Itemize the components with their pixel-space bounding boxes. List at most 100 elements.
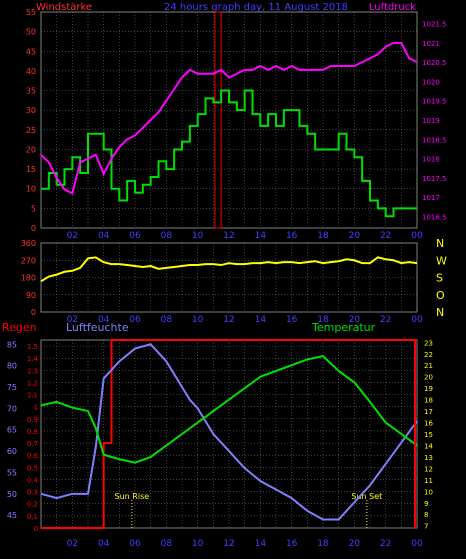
temperature-tick-label: 18 xyxy=(424,397,433,405)
x-tick-label: 04 xyxy=(98,231,110,241)
wind-label: Windstärke xyxy=(36,2,92,13)
x-tick-label: 10 xyxy=(192,539,204,549)
axis-labels: 0202020404040606060808081010101212121414… xyxy=(7,8,447,549)
pressure-tick-label: 1021 xyxy=(422,40,440,48)
x-tick-label: 06 xyxy=(129,315,141,325)
rain-tick-label: 0 xyxy=(34,525,38,533)
humidity-label: Luftfeuchte xyxy=(66,321,129,334)
x-tick-label: 12 xyxy=(223,539,234,549)
direction-tick-label: 270 xyxy=(21,256,36,265)
x-tick-label: 22 xyxy=(380,315,391,325)
rain-tick-label: 0.6 xyxy=(27,452,39,460)
rain-tick-label: 1.3 xyxy=(27,367,38,375)
x-tick-label: 00 xyxy=(411,315,423,325)
x-tick-label: 12 xyxy=(223,315,234,325)
rain-label: Regen xyxy=(2,321,37,334)
rain-tick-label: 0.3 xyxy=(27,489,38,497)
x-tick-label: 00 xyxy=(411,231,423,241)
series-temperature xyxy=(40,354,418,464)
sunset-label: Sun Set xyxy=(351,492,382,501)
wind-tick-label: 20 xyxy=(26,145,36,154)
compass-label: N xyxy=(436,306,444,319)
x-tick-label: 14 xyxy=(255,315,267,325)
direction-tick-label: 90 xyxy=(26,291,36,300)
temperature-tick-label: 17 xyxy=(424,408,433,416)
pressure-tick-label: 1019 xyxy=(422,117,440,125)
series-direction xyxy=(40,256,418,283)
x-tick-label: 06 xyxy=(129,539,141,549)
x-tick-label: 16 xyxy=(286,315,298,325)
rain-tick-label: 0.8 xyxy=(27,428,38,436)
rain-tick-label: 0.9 xyxy=(27,416,38,424)
wind-tick-label: 55 xyxy=(26,8,36,17)
temperature-tick-label: 16 xyxy=(424,420,433,428)
grid-lines xyxy=(41,11,417,529)
x-tick-label: 16 xyxy=(286,539,298,549)
wind-tick-label: 45 xyxy=(26,47,36,56)
humidity-tick-label: 60 xyxy=(7,447,17,456)
x-tick-label: 02 xyxy=(67,315,78,325)
rain-tick-label: 0.2 xyxy=(27,501,38,509)
x-tick-label: 04 xyxy=(98,315,110,325)
rain-tick-label: 0.4 xyxy=(27,476,39,484)
series-pressure xyxy=(40,41,418,195)
rain-tick-label: 0.7 xyxy=(27,440,38,448)
compass-label: S xyxy=(436,272,443,285)
x-tick-label: 02 xyxy=(67,539,78,549)
x-tick-label: 14 xyxy=(255,231,267,241)
temperature-tick-label: 15 xyxy=(424,431,433,439)
wind-tick-label: 0 xyxy=(31,224,36,233)
series-rain xyxy=(41,339,417,529)
temperature-tick-label: 22 xyxy=(424,351,433,359)
temperature-tick-label: 11 xyxy=(424,477,433,485)
series-humidity xyxy=(40,343,418,521)
rain-tick-label: 1 xyxy=(34,404,38,412)
wind-tick-label: 10 xyxy=(26,185,36,194)
wind-tick-label: 40 xyxy=(26,67,36,76)
x-tick-label: 18 xyxy=(317,315,329,325)
temperature-tick-label: 7 xyxy=(424,523,428,531)
x-tick-label: 18 xyxy=(317,231,329,241)
x-tick-label: 00 xyxy=(411,539,423,549)
x-tick-label: 10 xyxy=(192,231,204,241)
direction-tick-label: 180 xyxy=(21,274,36,283)
temperature-tick-label: 9 xyxy=(424,500,428,508)
temperature-tick-label: 21 xyxy=(424,362,433,370)
humidity-tick-label: 85 xyxy=(7,340,17,349)
rain-tick-label: 1.2 xyxy=(27,379,38,387)
pressure-label: Luftdruck xyxy=(369,2,416,13)
humidity-tick-label: 50 xyxy=(7,490,17,499)
red-bar xyxy=(214,11,222,229)
x-tick-label: 14 xyxy=(255,539,267,549)
temperature-label: Temperatur xyxy=(311,321,376,334)
direction-tick-label: 360 xyxy=(21,239,36,248)
pressure-tick-label: 1018 xyxy=(422,156,440,164)
pressure-tick-label: 1018.5 xyxy=(422,136,447,144)
rain-tick-label: 0.1 xyxy=(27,513,38,521)
wind-tick-label: 50 xyxy=(26,28,36,37)
temperature-tick-label: 13 xyxy=(424,454,433,462)
temperature-tick-label: 12 xyxy=(424,465,433,473)
pressure-tick-label: 1017.5 xyxy=(422,175,447,183)
compass-label: N xyxy=(436,237,444,250)
humidity-tick-label: 65 xyxy=(7,426,17,435)
series-wind xyxy=(41,89,417,218)
humidity-tick-label: 45 xyxy=(7,511,17,520)
humidity-tick-label: 75 xyxy=(7,383,17,392)
x-tick-label: 10 xyxy=(192,315,204,325)
temperature-tick-label: 19 xyxy=(424,385,433,393)
x-tick-label: 08 xyxy=(161,231,173,241)
graph-title: 24 hours graph day, 11 August 2018 xyxy=(164,2,348,13)
pressure-tick-label: 1016.5 xyxy=(422,213,447,221)
x-tick-label: 08 xyxy=(161,539,173,549)
wind-tick-label: 25 xyxy=(26,126,36,135)
pressure-tick-label: 1020 xyxy=(422,78,440,86)
x-tick-label: 12 xyxy=(223,231,234,241)
pressure-tick-label: 1017 xyxy=(422,194,440,202)
temperature-tick-label: 20 xyxy=(424,374,433,382)
rain-tick-label: 0.5 xyxy=(27,464,38,472)
x-tick-label: 04 xyxy=(98,539,110,549)
x-tick-label: 20 xyxy=(349,231,361,241)
x-tick-label: 18 xyxy=(317,539,329,549)
